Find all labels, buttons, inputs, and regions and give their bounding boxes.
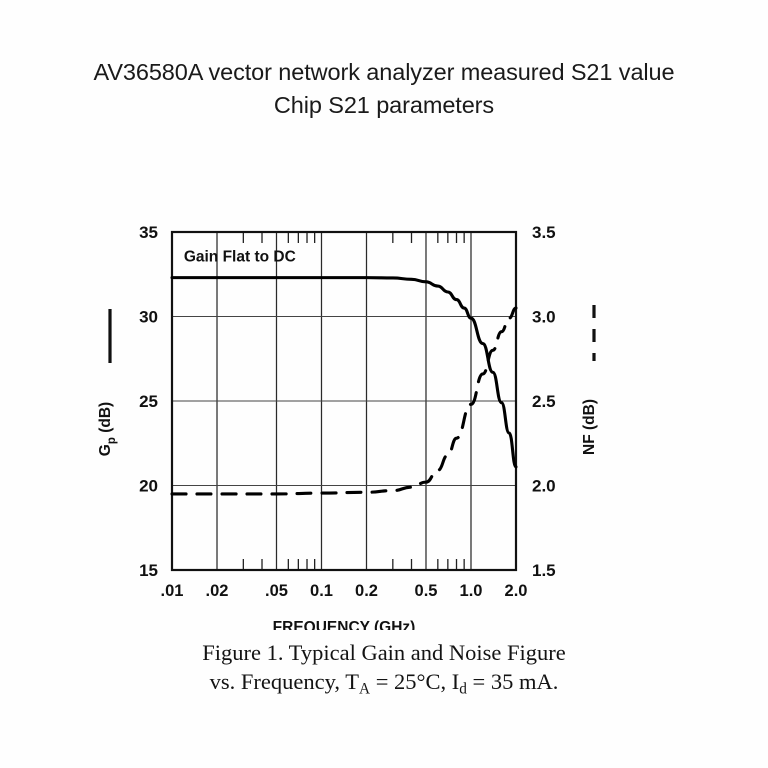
page-title: AV36580A vector network analyzer measure… [0,56,768,123]
left-y-tick-label: 35 [139,223,158,242]
title-line-1: AV36580A vector network analyzer measure… [93,59,675,85]
x-tick-label: 1.0 [460,582,483,600]
left-axis-title: Gp (dB) [97,402,118,456]
title-line-2: Chip S21 parameters [273,92,495,119]
x-axis-title: FREQUENCY (GHz) [273,619,416,630]
figure-caption: Figure 1. Typical Gain and Noise Figure … [0,638,768,699]
caption-mid: = 25°C, I [370,669,460,695]
x-tick-label: 2.0 [505,582,528,600]
left-y-tick-label: 30 [139,308,158,327]
series-nf [170,306,518,496]
right-y-tick-label: 1.5 [532,561,556,580]
right-y-tick-label: 2.0 [532,477,556,496]
x-tick-label: 0.2 [355,582,378,600]
caption-pre: vs. Frequency, T [209,669,359,695]
caption-sub-ta: A [359,680,371,698]
left-axis-title-text: Gp (dB) [97,402,118,456]
left-y-tick-label: 15 [139,561,158,580]
x-tick-label: 0.5 [415,582,438,600]
left-axis-title-unit: (dB) [97,402,114,437]
left-axis-title-main: G [97,444,114,456]
right-axis-title-text: NF (dB) [581,399,598,455]
right-y-tick-label: 3.5 [532,223,556,242]
figure-container: 15 20 25 30 35 1.5 2.0 2.5 3.0 3.5.01.02.05 0.1 0.2… [0,200,768,720]
plot-frame [170,230,518,572]
x-tick-label: .05 [265,582,288,600]
x-tick-label: .02 [206,582,229,600]
right-y-tick-label: 3.0 [532,308,556,327]
right-axis-title: NF (dB) [581,399,598,455]
caption-line-1: Figure 1. Typical Gain and Noise Figure [202,640,566,665]
x-tick-label: 0.1 [310,582,333,600]
annotation-gain-flat-to-dc: Gain Flat to DC [184,249,296,266]
series-gain [170,276,518,469]
caption-line-2: vs. Frequency, TA = 25°C, Id = 35 mA. [0,667,768,699]
left-y-tick-label: 25 [139,392,158,411]
left-axis-title-sub: p [106,437,118,444]
caption-sub-id: d [459,680,467,698]
caption-post: = 35 mA. [466,669,559,695]
right-y-tick-label: 2.5 [532,392,556,411]
x-tick-label: .01 [161,582,184,600]
left-y-tick-label: 20 [139,477,158,496]
